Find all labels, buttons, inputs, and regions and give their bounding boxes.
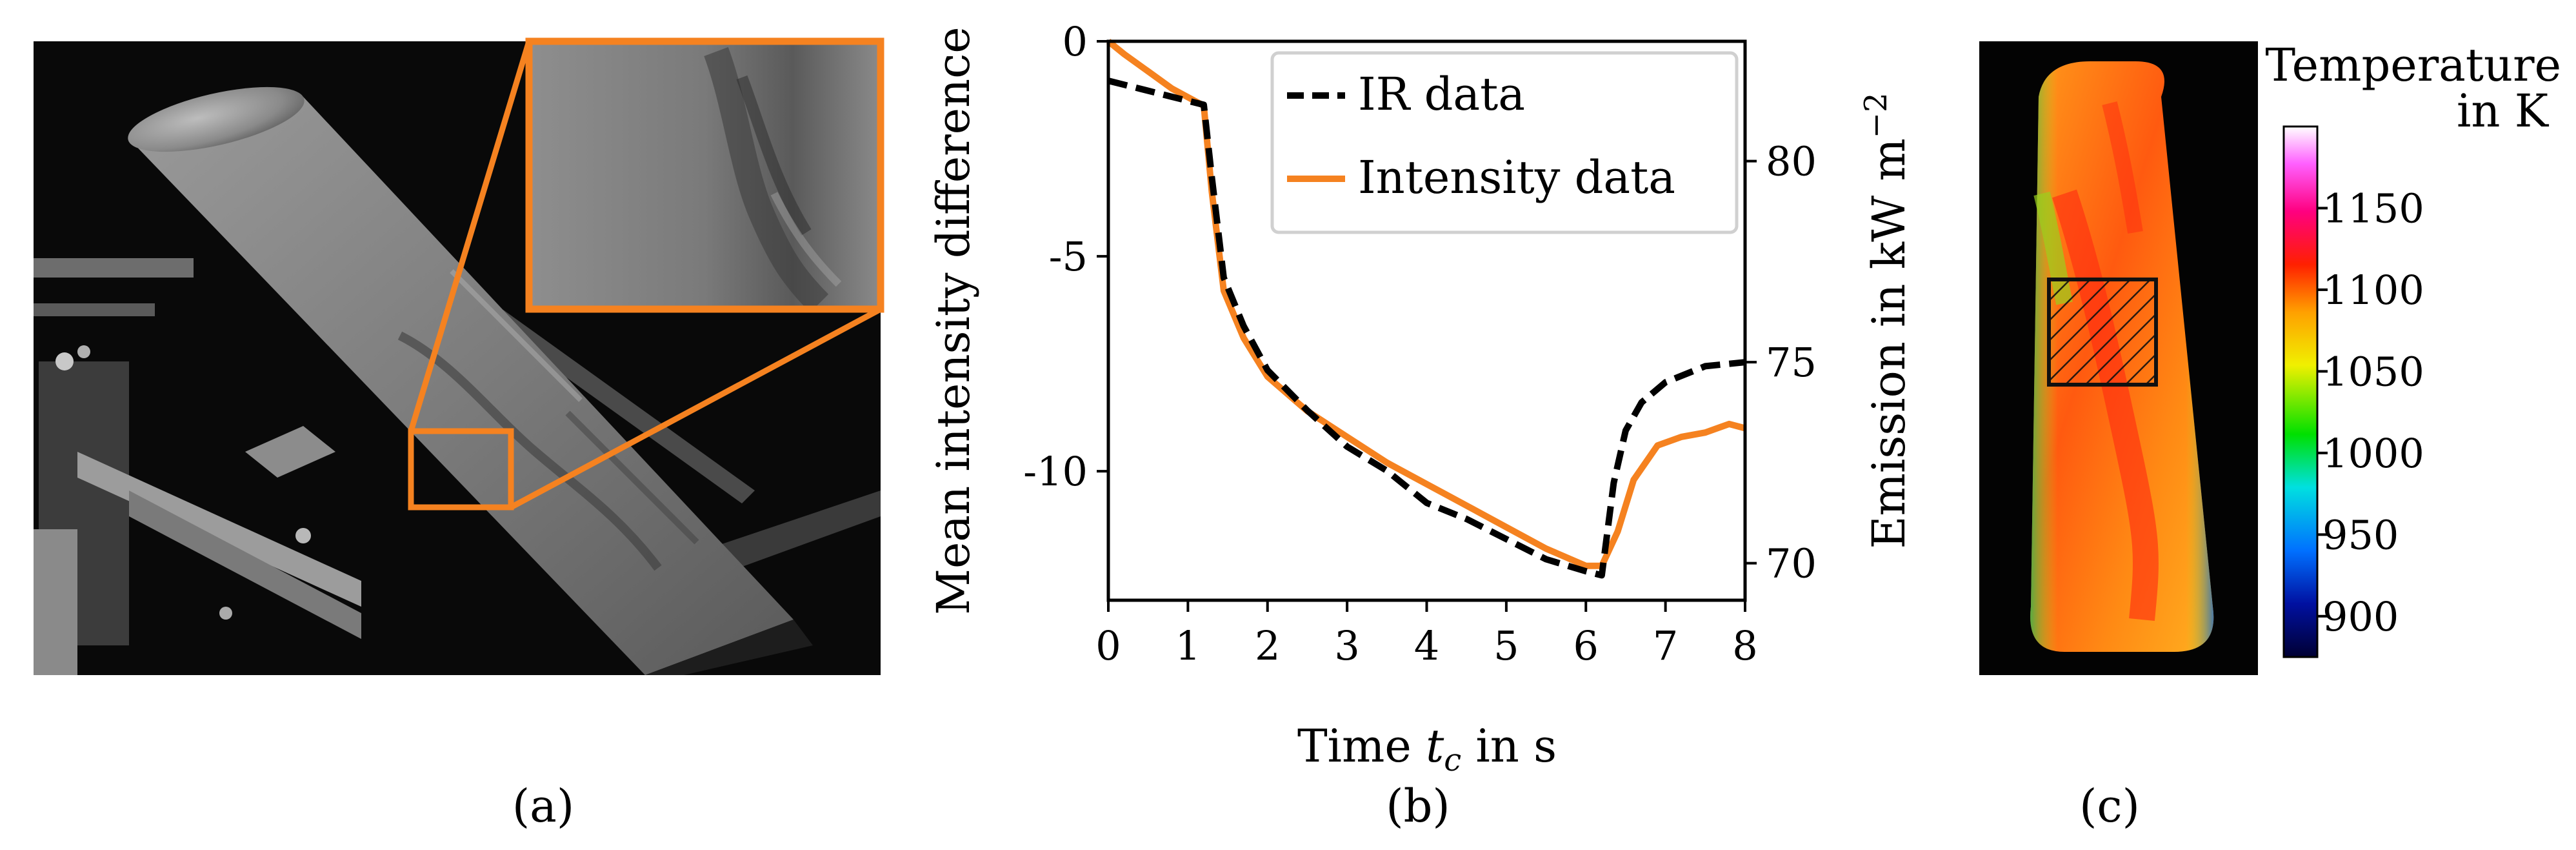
photo-zoom-marker [408,40,883,511]
y-tick-label: -5 [1049,233,1088,280]
x-tick-label: 7 [1653,622,1678,669]
y2-tick-label: 70 [1766,540,1817,587]
photo-beam [128,86,813,675]
x-tick-label: 6 [1573,622,1599,669]
y2-axis-label: Emission in kW m−2 [1858,92,1915,549]
y2-tick-label: 75 [1766,339,1817,386]
colorbar-tick-label: 1150 [2322,185,2424,232]
x-tick-label: 2 [1255,622,1280,669]
thermal-roi-hatched [2047,278,2158,387]
legend-frame [1270,51,1739,234]
x-axis-label: Time tc in s [1297,720,1557,778]
y2-tick-label: 80 [1766,138,1817,185]
caption-c: (c) [2079,780,2140,833]
caption-b: (b) [1386,780,1450,833]
x-tick-label: 4 [1414,622,1439,669]
y-tick-label: -10 [1023,448,1088,495]
y-axis-label: Mean intensity difference [927,26,980,614]
caption-a: (a) [512,780,574,833]
legend-label-intensity: Intensity data [1358,151,1675,204]
photo-zoom-inset [525,37,884,313]
x-tick-label: 5 [1493,622,1519,669]
colorbar-title-line1: Temperature [2265,39,2561,92]
y-axis-ticks: 0 -5 -10 [1023,18,1108,495]
chart-lines-group [1106,39,1746,579]
colorbar-gradient [2282,125,2319,658]
series-line-ir-data [1107,77,1746,579]
x-tick-label: 0 [1095,622,1121,669]
x-tick-label: 3 [1334,622,1359,669]
series-line-intensity-data [1106,39,1746,569]
x-tick-label: 1 [1175,622,1201,669]
y-tick-label: 0 [1063,18,1088,65]
y2-axis-ticks: 80 75 70 [1745,138,1817,587]
legend: IR data Intensity data [1270,51,1739,234]
colorbar-tick-label: 1100 [2322,267,2424,314]
colorbar-tick-label: 1050 [2322,348,2424,395]
x-tick-label: 8 [1732,622,1757,669]
colorbar-ticks: 1150 1100 1050 1000 950 900 [2317,185,2424,640]
colorbar-tick-label: 900 [2322,593,2399,640]
x-axis-ticks: 0 1 2 3 4 5 6 7 8 [1095,600,1758,669]
panel-b-chart: 0 1 2 3 4 5 6 7 8 0 -5 -10 80 75 70 IR data Intensit… [927,18,1915,778]
colorbar-tick-label: 1000 [2322,430,2424,477]
colorbar-title-line2: in K [2457,85,2550,137]
colorbar: 1150 1100 1050 1000 950 900 [2282,125,2424,658]
colorbar-tick-label: 950 [2322,511,2399,558]
panel-c-thermal: 1150 1100 1050 1000 950 900 Temperature in K [1979,39,2561,675]
photo-metal-frame [34,258,881,675]
panel-a-photo [34,37,884,675]
legend-label-ir: IR data [1358,68,1525,121]
